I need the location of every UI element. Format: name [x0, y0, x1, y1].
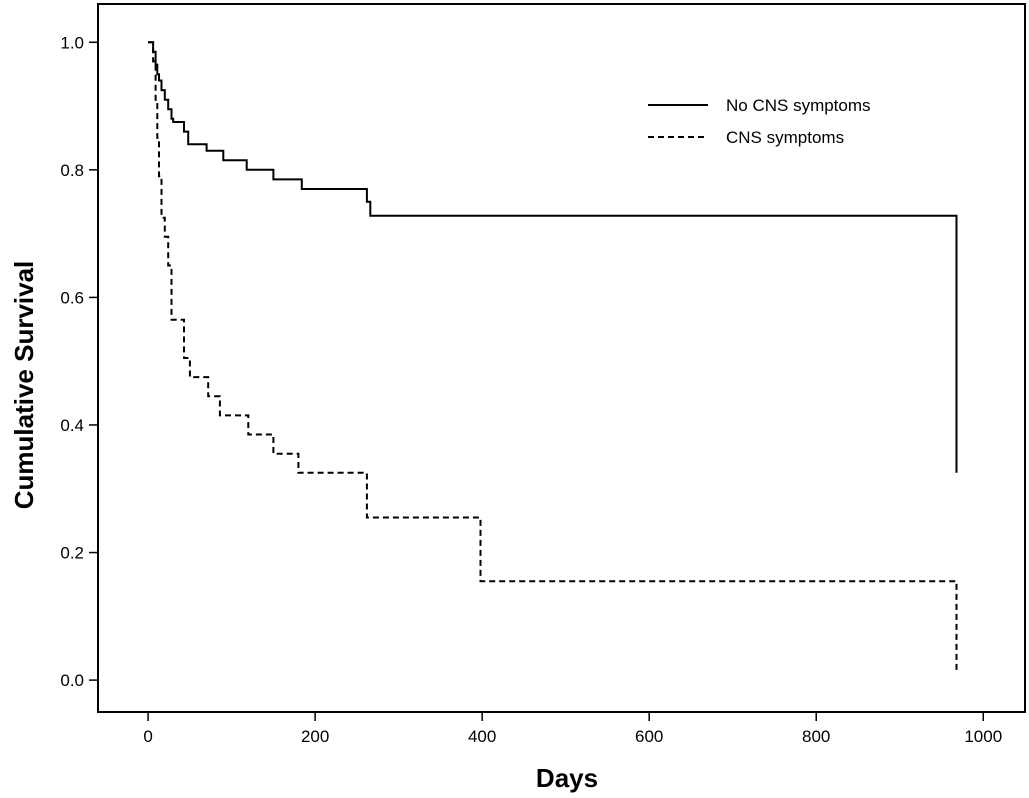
legend-label: CNS symptoms — [726, 128, 844, 147]
x-tick-label: 0 — [143, 727, 152, 746]
y-tick-label: 0.4 — [60, 416, 84, 435]
plot-frame-group — [97, 3, 1026, 713]
y-tick-label: 0.6 — [60, 288, 84, 307]
series-line-cns-symptoms — [148, 41, 958, 674]
legend-label: No CNS symptoms — [726, 96, 871, 115]
y-axis-title: Cumulative Survival — [9, 261, 39, 510]
y-tick-label: 1.0 — [60, 33, 84, 52]
y-tick-label: 0.2 — [60, 544, 84, 563]
plot-frame — [97, 3, 1026, 713]
x-tick-label: 400 — [468, 727, 496, 746]
x-tick-label: 1000 — [964, 727, 1002, 746]
y-tick-label: 0.0 — [60, 671, 84, 690]
axis-ticks-group: 0 200 400 600 800 1000 0.0 0.2 0.4 0.6 0.8 1.0 — [60, 33, 1002, 746]
x-axis-title: Days — [536, 763, 598, 793]
x-tick-label: 800 — [802, 727, 830, 746]
series-group — [148, 41, 958, 674]
x-tick-label: 200 — [301, 727, 329, 746]
legend: No CNS symptoms CNS symptoms — [648, 96, 871, 147]
x-tick-label: 600 — [635, 727, 663, 746]
series-line-no-cns-symptoms — [148, 41, 958, 473]
y-tick-label: 0.8 — [60, 161, 84, 180]
